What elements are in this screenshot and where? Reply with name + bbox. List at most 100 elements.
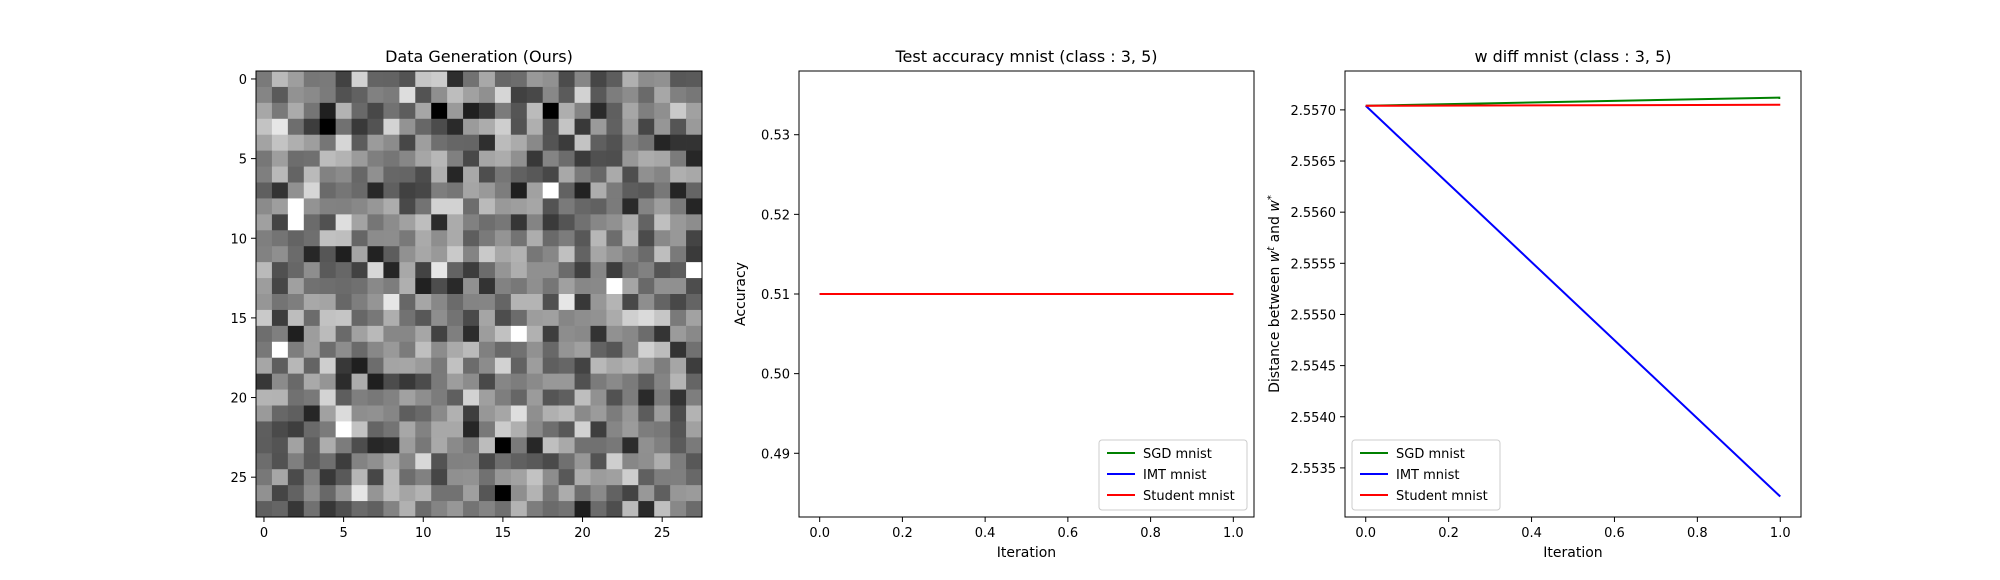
- heatmap-cell: [303, 373, 321, 390]
- heatmap-cell: [399, 357, 416, 375]
- heatmap-cell: [654, 421, 671, 438]
- heatmap-cell: [606, 389, 623, 406]
- heatmap-cell: [256, 453, 273, 470]
- heatmap-cell: [558, 71, 575, 88]
- heatmap-cell: [415, 118, 432, 136]
- heatmap-cell: [622, 214, 639, 231]
- heatmap-cell: [351, 421, 368, 438]
- heatmap-cell: [606, 294, 623, 311]
- heatmap-cell: [463, 437, 480, 454]
- heatmap-cell: [606, 71, 623, 88]
- heatmap-cell: [447, 118, 464, 136]
- heatmap-cell: [510, 262, 528, 279]
- heatmap-cell: [319, 309, 337, 327]
- heatmap-cell: [606, 150, 623, 167]
- y-tick-label: 25: [230, 471, 247, 486]
- heatmap-cell: [335, 421, 352, 438]
- heatmap-cell: [686, 453, 703, 470]
- heatmap-cell: [319, 198, 337, 215]
- heatmap-cell: [367, 278, 384, 295]
- legend-label: Student mnist: [1396, 489, 1488, 504]
- heatmap-cell: [510, 214, 528, 231]
- heatmap-cell: [463, 134, 480, 152]
- heatmap-cell: [335, 437, 352, 454]
- heatmap-cell: [558, 325, 575, 343]
- heatmap-cell: [447, 309, 464, 327]
- heatmap-cell: [542, 469, 560, 486]
- heatmap-cell: [287, 86, 305, 104]
- heatmap-cell: [558, 278, 575, 295]
- heatmap-cell: [415, 134, 432, 152]
- heatmap-cell: [542, 485, 560, 502]
- heatmap-cell: [303, 150, 321, 167]
- heatmap-cell: [256, 485, 273, 502]
- x-tick-label: 0.0: [809, 526, 830, 541]
- x-axis-label: Iteration: [1543, 545, 1602, 561]
- heatmap-cell: [303, 278, 321, 295]
- heatmap-cell: [415, 453, 432, 470]
- heatmap-cell: [654, 341, 671, 359]
- heatmap-cell: [542, 453, 560, 470]
- heatmap-cell: [367, 469, 384, 486]
- heatmap-cell: [303, 453, 321, 470]
- heatmap-cell: [638, 134, 655, 152]
- heatmap-cell: [670, 437, 687, 454]
- heatmap-cell: [670, 71, 687, 88]
- heatmap-cell: [319, 134, 337, 152]
- heatmap-cell: [686, 71, 703, 88]
- heatmap-cell: [367, 485, 384, 502]
- axes-frame: [1344, 70, 1802, 518]
- heatmap-cell: [622, 469, 639, 486]
- heatmap-cell: [574, 278, 591, 295]
- heatmap-cell: [590, 278, 607, 295]
- heatmap-cell: [463, 150, 480, 167]
- heatmap-cell: [319, 166, 337, 183]
- heatmap-cell: [367, 86, 384, 104]
- heatmap-cell: [383, 86, 400, 104]
- heatmap-cell: [638, 278, 655, 295]
- heatmap-cell: [303, 325, 321, 343]
- heatmap-cell: [510, 134, 528, 152]
- heatmap-cell: [319, 86, 337, 104]
- heatmap-cell: [415, 389, 432, 406]
- heatmap-cell: [367, 389, 384, 406]
- heatmap-cell: [447, 214, 464, 231]
- heatmap-cell: [654, 437, 671, 454]
- heatmap-cell: [638, 373, 655, 390]
- heatmap-cell: [574, 485, 591, 502]
- heatmap-cell: [303, 166, 321, 183]
- heatmap-cell: [526, 294, 544, 311]
- chart-title: Data Generation (Ours): [385, 47, 573, 66]
- heatmap-cell: [319, 453, 337, 470]
- heatmap-cell: [351, 501, 368, 518]
- heatmap-cell: [447, 373, 464, 390]
- heatmap-cell: [256, 278, 273, 295]
- heatmap-cell: [287, 166, 305, 183]
- heatmap-panel: Data Generation (Ours) 0 5 10 15 20 25 0 5 10 15 20…: [230, 47, 703, 541]
- legend: SGD mnist IMT mnist Student mnist: [1098, 439, 1248, 511]
- heatmap-cell: [415, 501, 432, 518]
- heatmap-cell: [335, 230, 352, 247]
- heatmap-cell: [494, 389, 512, 406]
- heatmap-cell: [654, 102, 671, 120]
- heatmap-cell: [367, 102, 384, 120]
- y-tick-label: 10: [230, 232, 247, 247]
- series-line: [1365, 96, 1781, 107]
- heatmap-cell: [367, 405, 384, 422]
- heatmap-cell: [638, 182, 655, 199]
- heatmap-cell: [319, 182, 337, 199]
- heatmap-cell: [670, 294, 687, 311]
- heatmap-cell: [494, 501, 512, 518]
- heatmap-cell: [367, 373, 384, 390]
- heatmap-cell: [383, 166, 400, 183]
- heatmap-cell: [383, 198, 400, 215]
- heatmap-cell: [494, 294, 512, 311]
- heatmap-cell: [399, 278, 416, 295]
- heatmap-cell: [319, 325, 337, 343]
- heatmap-cell: [431, 166, 448, 183]
- heatmap-cell: [654, 405, 671, 422]
- y-axis-label-part: and: [1267, 212, 1283, 247]
- y-axis-label: Accuracy: [733, 262, 749, 326]
- y-tick-label: 20: [230, 392, 247, 407]
- heatmap-cell: [622, 501, 639, 518]
